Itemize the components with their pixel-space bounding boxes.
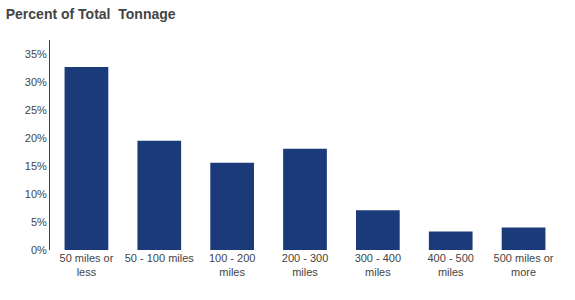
- svg-text:25%: 25%: [25, 104, 47, 116]
- svg-text:20%: 20%: [25, 132, 47, 144]
- svg-text:5%: 5%: [31, 216, 47, 228]
- svg-text:15%: 15%: [25, 160, 47, 172]
- svg-text:10%: 10%: [25, 188, 47, 200]
- svg-text:500 miles ormore: 500 miles ormore: [494, 252, 554, 278]
- svg-text:0%: 0%: [31, 244, 47, 256]
- svg-text:200 - 300miles: 200 - 300miles: [282, 252, 328, 278]
- svg-text:400 - 500miles: 400 - 500miles: [427, 252, 473, 278]
- svg-text:100 - 200miles: 100 - 200miles: [209, 252, 255, 278]
- svg-text:300 - 400miles: 300 - 400miles: [355, 252, 401, 278]
- svg-text:50 - 100 miles: 50 - 100 miles: [125, 252, 195, 264]
- svg-text:Percent of Total Tonnage: Percent of Total Tonnage: [6, 6, 176, 22]
- svg-text:35%: 35%: [25, 48, 47, 60]
- svg-text:50 miles orless: 50 miles orless: [60, 252, 114, 278]
- svg-text:30%: 30%: [25, 76, 47, 88]
